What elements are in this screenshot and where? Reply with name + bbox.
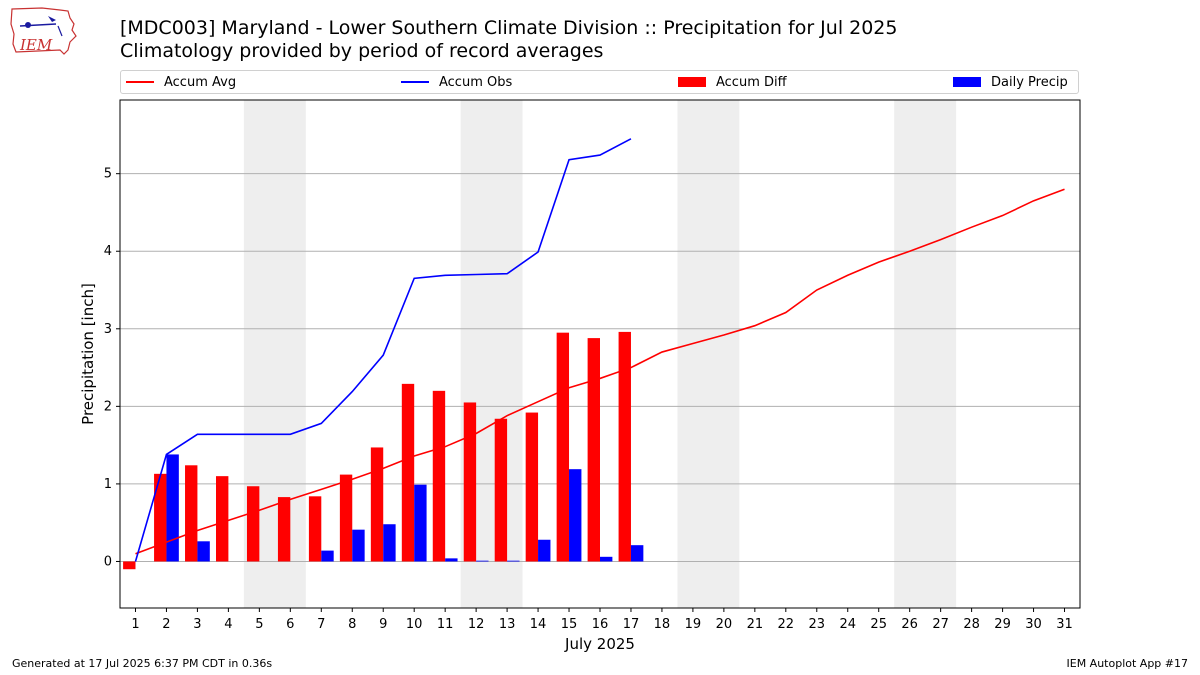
bar-daily-precip	[538, 539, 551, 562]
bar-daily-precip	[569, 469, 582, 562]
bar-daily-precip	[383, 524, 396, 562]
x-tick-label: 11	[437, 617, 454, 632]
bar-daily-precip	[507, 560, 520, 562]
x-tick-label: 4	[224, 617, 232, 632]
bar-accum-diff	[525, 412, 539, 562]
x-tick-label: 10	[406, 617, 423, 632]
bar-accum-diff	[556, 332, 570, 562]
title-line-1: [MDC003] Maryland - Lower Southern Clima…	[120, 17, 898, 39]
x-tick-label: 5	[255, 617, 263, 632]
y-tick-label: 1	[104, 477, 112, 492]
bar-daily-precip	[476, 560, 489, 562]
footer-generated: Generated at 17 Jul 2025 6:37 PM CDT in …	[12, 657, 273, 670]
x-tick-label: 13	[499, 617, 516, 632]
bar-accum-diff	[494, 418, 508, 562]
x-tick-label: 22	[778, 617, 795, 632]
iem-logo: IEM	[10, 7, 77, 55]
x-tick-label: 15	[561, 617, 578, 632]
legend-swatch-accum-diff	[678, 77, 706, 87]
bar-accum-diff	[154, 473, 167, 562]
weekend-shade	[677, 100, 740, 608]
legend-label-accum-obs: Accum Obs	[439, 74, 513, 90]
x-tick-label: 16	[592, 617, 609, 632]
x-tick-label: 2	[162, 617, 170, 632]
y-tick-label: 5	[104, 167, 112, 182]
y-tick-label: 0	[104, 554, 112, 569]
y-tick-label: 3	[104, 322, 112, 337]
legend-label-accum-avg: Accum Avg	[164, 74, 237, 90]
x-tick-label: 27	[932, 617, 949, 632]
legend-item-accum-obs: Accum Obs	[401, 71, 512, 93]
x-tick-label: 1	[131, 617, 139, 632]
bar-accum-diff	[463, 402, 477, 562]
logo-text: IEM	[19, 36, 53, 54]
y-tick-label: 4	[104, 244, 112, 259]
bar-daily-precip	[166, 454, 179, 562]
y-tick-label: 2	[104, 399, 112, 414]
bar-accum-diff	[185, 465, 198, 562]
bar-daily-precip	[197, 541, 210, 562]
bar-accum-diff	[339, 474, 353, 562]
line-accum-avg	[135, 188, 1065, 555]
x-tick-label: 7	[317, 617, 325, 632]
weekend-shade	[894, 100, 957, 608]
bar-daily-precip	[321, 550, 334, 562]
legend-label-accum-diff: Accum Diff	[716, 74, 787, 90]
x-tick-label: 9	[379, 617, 387, 632]
bar-accum-diff	[308, 496, 322, 562]
chart-title: [MDC003] Maryland - Lower Southern Clima…	[120, 17, 898, 63]
bar-accum-diff	[123, 561, 136, 570]
x-tick-label: 21	[747, 617, 764, 632]
x-tick-label: 12	[468, 617, 485, 632]
footer-app: IEM Autoplot App #17	[1066, 657, 1189, 670]
bar-daily-precip	[352, 529, 365, 562]
x-tick-label: 3	[193, 617, 201, 632]
x-tick-label: 14	[530, 617, 547, 632]
x-tick-label: 30	[1025, 617, 1042, 632]
x-tick-label: 24	[839, 617, 856, 632]
x-tick-label: 19	[685, 617, 702, 632]
legend-swatch-accum-avg	[126, 81, 154, 83]
legend-label-daily-precip: Daily Precip	[991, 74, 1068, 90]
title-line-2: Climatology provided by period of record…	[120, 40, 604, 62]
bar-accum-diff	[587, 338, 600, 562]
x-tick-label: 26	[901, 617, 918, 632]
x-tick-label: 23	[809, 617, 826, 632]
x-tick-label: 29	[994, 617, 1011, 632]
bar-daily-precip	[445, 558, 458, 562]
x-tick-label: 6	[286, 617, 294, 632]
bar-daily-precip	[600, 556, 613, 562]
bar-daily-precip	[414, 484, 427, 562]
bar-accum-diff	[618, 331, 631, 562]
legend-item-daily-precip: Daily Precip	[953, 71, 1068, 93]
legend-swatch-daily-precip	[953, 77, 981, 87]
x-tick-label: 17	[623, 617, 640, 632]
x-tick-label: 18	[654, 617, 671, 632]
bar-accum-diff	[246, 486, 260, 562]
x-tick-label: 25	[870, 617, 887, 632]
x-tick-label: 20	[716, 617, 733, 632]
bar-accum-diff	[216, 476, 229, 562]
x-axis-label: July 2025	[564, 635, 635, 653]
line-accum-obs	[134, 138, 632, 562]
bar-accum-diff	[432, 390, 446, 562]
bar-daily-precip	[630, 545, 644, 562]
legend-item-accum-avg: Accum Avg	[126, 71, 236, 93]
legend: Accum Avg Accum Obs Accum Diff Daily Pre…	[120, 70, 1079, 94]
y-axis-label: Precipitation [inch]	[79, 283, 97, 425]
x-tick-label: 28	[963, 617, 980, 632]
legend-swatch-accum-obs	[401, 81, 429, 83]
bar-accum-diff	[401, 383, 415, 562]
x-tick-label: 8	[348, 617, 356, 632]
x-tick-label: 31	[1056, 617, 1073, 632]
bar-accum-diff	[370, 447, 384, 562]
bar-accum-diff	[277, 497, 291, 562]
legend-item-accum-diff: Accum Diff	[678, 71, 787, 93]
